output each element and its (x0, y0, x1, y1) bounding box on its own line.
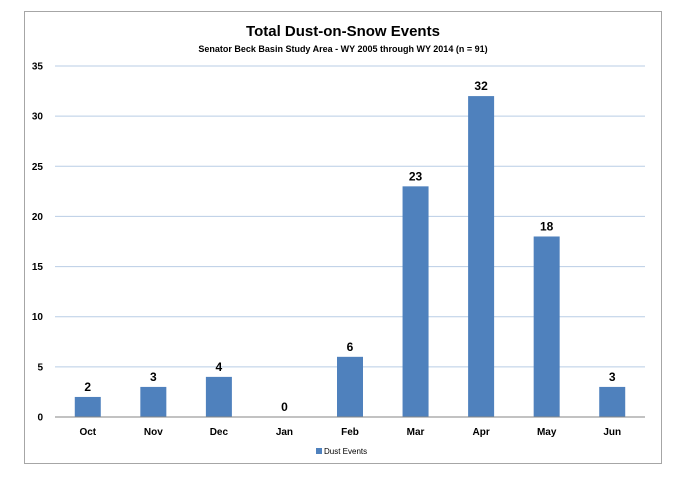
chart-title: Total Dust-on-Snow Events (246, 23, 440, 40)
bar-feb (337, 356, 363, 417)
data-label: 4 (216, 360, 223, 374)
chart-subtitle: Senator Beck Basin Study Area - WY 2005 … (198, 44, 487, 54)
legend-label: Dust Events (324, 447, 367, 456)
y-tick-label: 10 (32, 312, 44, 323)
bar-apr (468, 96, 495, 417)
y-tick-label: 25 (32, 162, 44, 173)
gridlines (55, 65, 645, 368)
y-tick-label: 15 (32, 262, 44, 273)
y-tick-label: 30 (32, 112, 44, 123)
x-tick-label: Oct (79, 427, 96, 438)
y-tick-label: 5 (37, 362, 43, 373)
data-label: 32 (474, 79, 488, 93)
x-axis-tick-labels: Oct Nov Dec Jan Feb Mar Apr May Jun (79, 427, 621, 438)
bar-series (74, 96, 626, 417)
y-axis-tick-labels: 0 5 10 15 20 25 30 35 (32, 62, 44, 424)
x-tick-label: Mar (407, 427, 425, 438)
data-label: 3 (150, 370, 157, 384)
bar-jun (599, 386, 626, 417)
x-tick-label: Feb (341, 427, 359, 438)
bar-oct (74, 396, 101, 417)
x-tick-label: May (537, 427, 557, 438)
data-label: 2 (84, 380, 91, 394)
bar-chart: Total Dust-on-Snow Events Senator Beck B… (32, 23, 645, 456)
data-label: 18 (540, 219, 554, 233)
bar-mar (402, 186, 429, 417)
y-tick-label: 35 (32, 62, 44, 73)
bar-nov (140, 386, 167, 417)
data-label: 0 (281, 400, 288, 414)
chart-area: Total Dust-on-Snow Events Senator Beck B… (24, 11, 662, 464)
y-tick-label: 0 (37, 413, 43, 424)
legend-swatch (316, 448, 322, 454)
y-tick-label: 20 (32, 212, 44, 223)
x-tick-label: Dec (210, 427, 229, 438)
bar-may (533, 236, 560, 417)
data-label: 6 (347, 340, 354, 354)
data-label: 23 (409, 169, 423, 183)
x-tick-label: Apr (472, 427, 489, 438)
x-tick-label: Jun (603, 427, 621, 438)
legend: Dust Events (316, 447, 367, 456)
x-tick-label: Jan (276, 427, 293, 438)
x-tick-label: Nov (144, 427, 163, 438)
bar-dec (205, 376, 232, 417)
data-label: 3 (609, 370, 616, 384)
